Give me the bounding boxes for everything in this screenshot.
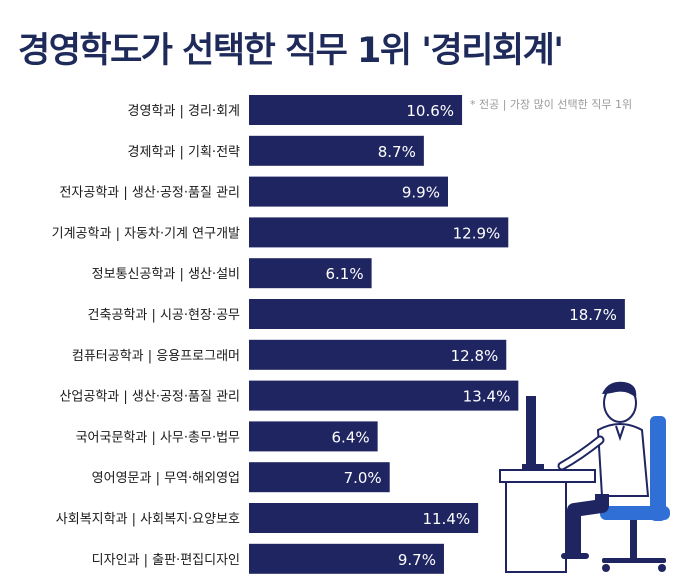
desk-icon [499,469,596,483]
person-icon [557,381,650,559]
category-label: 영어영문과 | 무역·해외영업 [92,471,240,486]
value-label: 6.1% [326,265,364,283]
monitor-icon [526,396,536,466]
office-worker-illustration [499,381,670,573]
category-label: 경제학과 | 기획·전략 [128,145,240,160]
bar [249,421,378,452]
category-label: 건축공학과 | 시공·현장·공무 [88,308,241,323]
value-label: 10.6% [406,102,454,120]
bar [249,299,625,329]
bar [249,258,372,289]
category-label: 정보통신공학과 | 생산·설비 [92,267,240,282]
value-label: 11.4% [422,510,470,528]
category-label: 국어국문학과 | 사무·총무·법무 [76,430,240,445]
bar [249,135,424,166]
bar [249,217,509,248]
value-label: 18.7% [569,306,617,324]
bar [249,543,444,574]
bar [249,380,519,411]
value-label: 9.9% [402,184,440,202]
category-label: 사회복지학과 | 사회복지·요양보호 [56,512,240,527]
value-label: 12.8% [451,347,499,365]
bar [249,339,507,370]
value-label: 6.4% [332,428,370,446]
value-label: 12.9% [453,224,501,242]
bar [249,95,463,125]
value-label: 9.7% [398,551,436,569]
chart-note: * 전공 | 가장 많이 선택한 직무 1위 [470,98,633,111]
page-title: 경영학도가 선택한 직무 1위 '경리회계' [18,31,564,71]
category-label: 산업공학과 | 생산·공정·품질 관리 [59,390,240,405]
value-label: 8.7% [378,143,416,161]
bar [249,503,479,533]
bar [249,176,448,207]
category-label: 기계공학과 | 자동차·기계 연구개발 [52,226,240,241]
bar [249,462,390,493]
category-label: 전자공학과 | 생산·공정·품질 관리 [59,186,240,201]
chair-icon [650,416,666,521]
category-label: 컴퓨터공학과 | 응용프로그래머 [72,349,240,364]
value-label: 13.4% [463,388,511,406]
category-label: 경영학과 | 경리·회계 [128,104,240,119]
category-label: 디자인과 | 출판·편집디자인 [92,553,240,568]
value-label: 7.0% [344,469,382,487]
